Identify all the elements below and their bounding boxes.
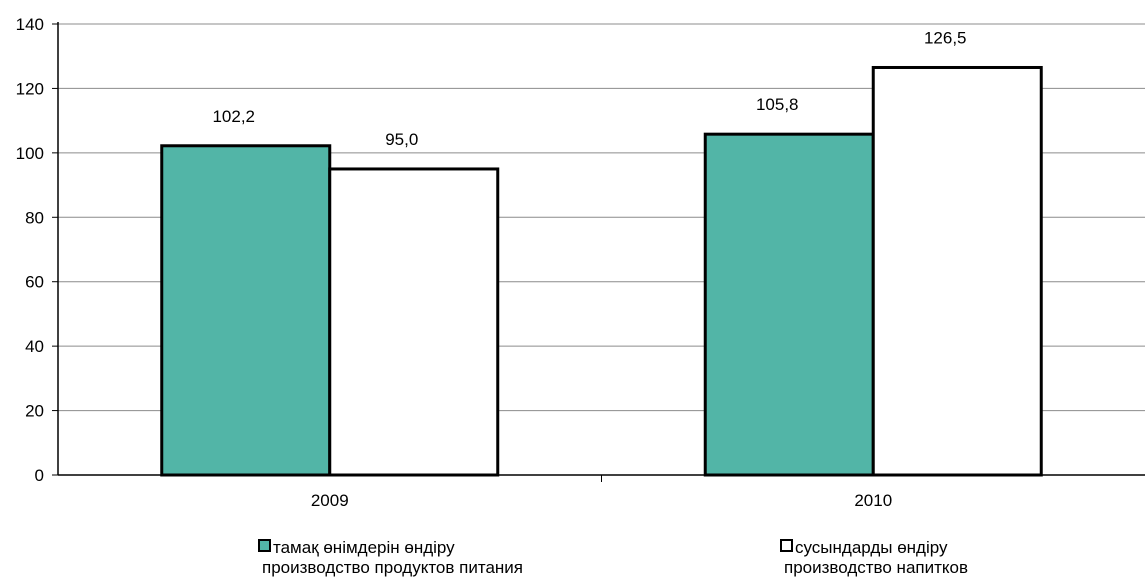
legend-item-food: тамақ өнімдерін өндіру производство прод… bbox=[258, 538, 523, 578]
legend-item-drinks: сусындарды өндіру производство напитков bbox=[780, 538, 968, 578]
y-tick-label: 140 bbox=[16, 15, 44, 34]
bar bbox=[160, 144, 332, 477]
x-tick-label: 2010 bbox=[854, 491, 892, 510]
bar bbox=[703, 132, 875, 477]
legend-label-drinks-line2: производство напитков bbox=[784, 558, 968, 577]
y-tick-label: 20 bbox=[25, 402, 44, 421]
data-label: 95,0 bbox=[385, 130, 418, 149]
data-label: 105,8 bbox=[756, 95, 799, 114]
data-label: 126,5 bbox=[924, 28, 967, 47]
legend-label-food-line1: тамақ өнімдерін өндіру bbox=[273, 538, 455, 557]
legend-label-drinks-line1: сусындарды өндіру bbox=[795, 538, 948, 557]
x-tick-label: 2009 bbox=[311, 491, 349, 510]
y-tick-label: 100 bbox=[16, 144, 44, 163]
bar bbox=[871, 65, 1043, 477]
y-tick-label: 80 bbox=[25, 208, 44, 227]
legend-swatch-drinks bbox=[780, 539, 793, 552]
y-tick-label: 0 bbox=[35, 466, 44, 485]
legend-label-food-line2: производство продуктов питания bbox=[262, 558, 523, 577]
y-tick-label: 120 bbox=[16, 79, 44, 98]
bar bbox=[328, 167, 500, 477]
y-tick-label: 40 bbox=[25, 337, 44, 356]
y-tick-label: 60 bbox=[25, 273, 44, 292]
legend-swatch-food bbox=[258, 539, 271, 552]
data-label: 102,2 bbox=[212, 107, 255, 126]
